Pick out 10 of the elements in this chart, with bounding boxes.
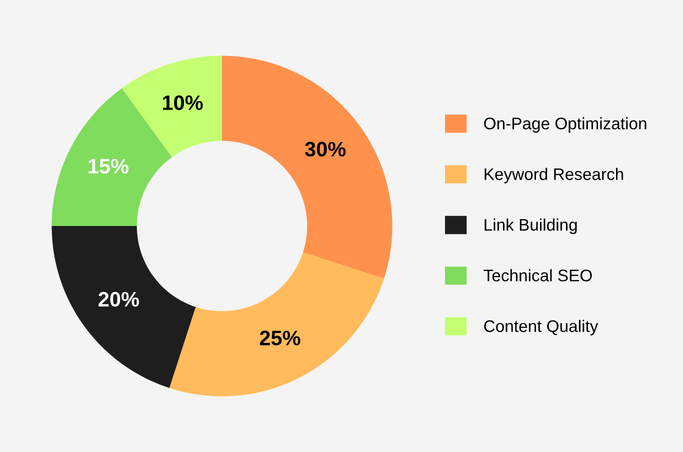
legend-label: On-Page Optimization <box>484 117 646 133</box>
legend-label: Link Building <box>484 218 577 234</box>
data-label: 10% <box>162 95 203 110</box>
data-label: 20% <box>98 292 139 307</box>
data-label: 15% <box>88 158 128 174</box>
legend-label: Keyword Research <box>484 168 624 184</box>
data-label: 25% <box>260 330 300 346</box>
legend-label: Content Quality <box>484 320 598 336</box>
legend-label: Technical SEO <box>484 269 592 282</box>
data-label: 30% <box>304 142 346 157</box>
